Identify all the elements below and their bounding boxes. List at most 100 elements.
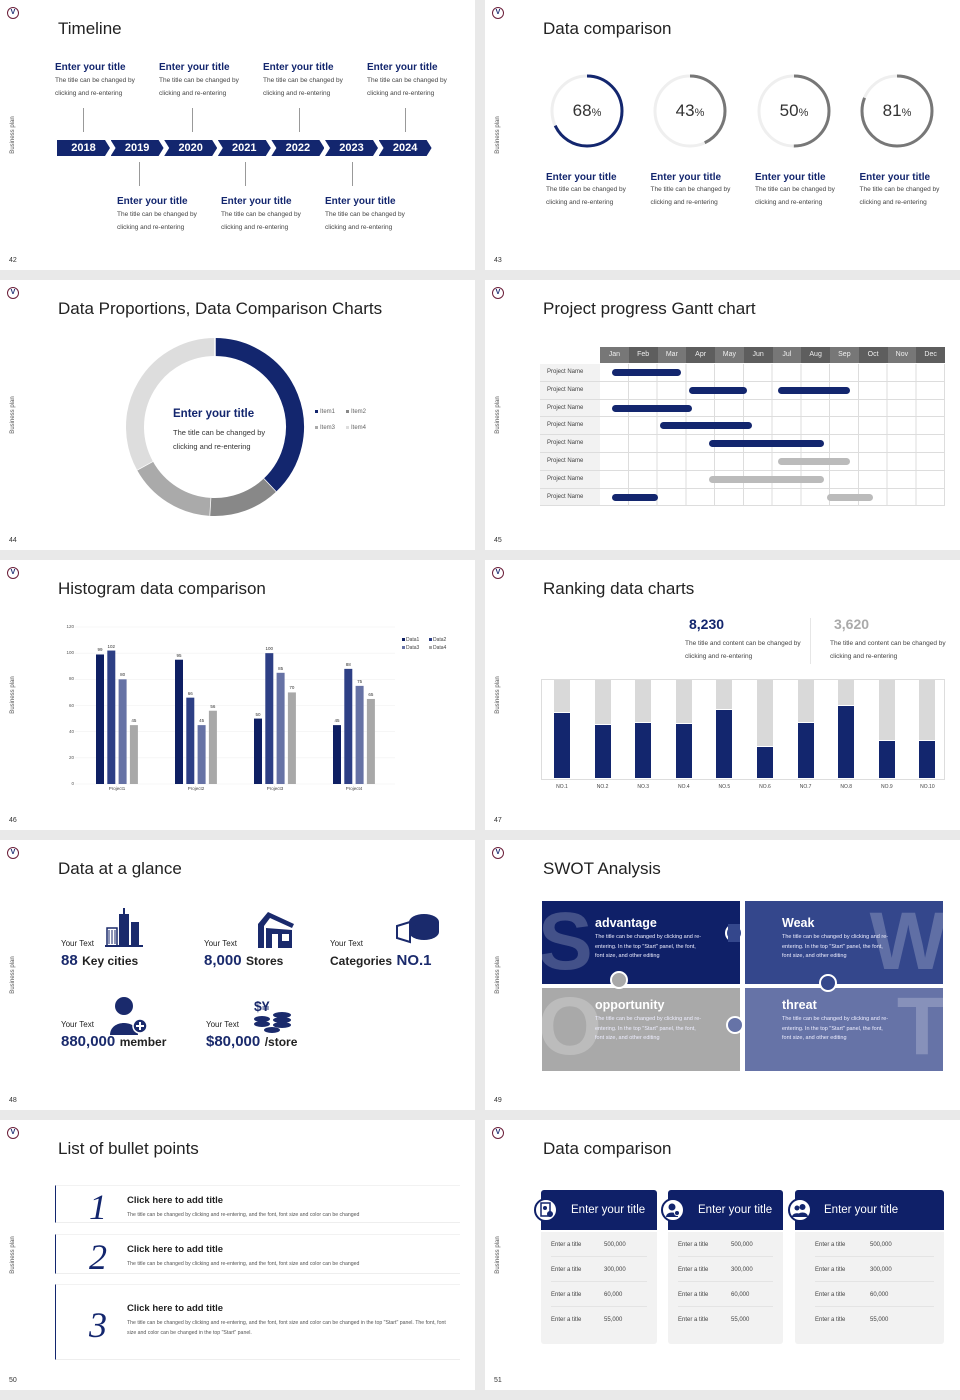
slide-timeline[interactable]: V Timeline Business plan 42 2018 2019 2020 2021…	[0, 0, 475, 270]
item-desc: The title can be changed by clicking and…	[755, 186, 835, 206]
legend-swatch	[315, 409, 318, 413]
slide-donut-chart[interactable]: V Data Proportions, Data Comparison Chart…	[0, 280, 475, 550]
data-label: 56	[210, 703, 216, 709]
gantt-row-label: Project Name	[540, 417, 600, 436]
data-label: 85	[278, 665, 284, 671]
row-value: 55,000	[870, 1317, 889, 1323]
gantt-bar[interactable]	[611, 404, 692, 412]
row-label: Enter a title	[551, 1317, 582, 1323]
bullet-number: 1	[89, 1187, 107, 1227]
legend-item: Data4	[429, 645, 446, 651]
timeline-year: 2018	[57, 140, 110, 156]
gantt-row-label: Project Name	[540, 381, 600, 400]
swot-quadrant-weak[interactable]: W Weak The title can be changed by clickin…	[745, 901, 943, 984]
ring-caption: Enter your title The title can be changed…	[546, 172, 638, 209]
rank-bar-fill	[878, 739, 895, 778]
glance-unit: member	[119, 1035, 167, 1049]
percent-number: 43	[675, 101, 695, 120]
logo-icon: V	[492, 847, 504, 859]
gantt-header-spacer	[540, 347, 600, 363]
item-title: Enter your title	[859, 172, 931, 183]
legend-swatch	[429, 646, 432, 649]
page-number: 46	[9, 817, 17, 824]
percent-unit: %	[591, 107, 602, 119]
side-label: Business plan	[495, 1236, 501, 1274]
glance-value: 88 Key cities	[61, 952, 138, 970]
item-desc: The title can be changed by clicking and…	[546, 186, 626, 206]
legend-swatch	[346, 425, 349, 429]
card-body: Enter a title 500,000 Enter a title 300,000…	[795, 1232, 944, 1344]
slide-bullet-list[interactable]: V List of bullet points Business plan 50 1 Cl…	[0, 1120, 475, 1390]
side-label: Business plan	[495, 956, 501, 994]
bullet-desc: The title can be changed by clicking and…	[127, 1212, 360, 1218]
item-title: Enter your title	[650, 172, 722, 183]
gantt-bar[interactable]	[611, 493, 658, 501]
bullet-item[interactable]: 2 Click here to add title The title can be…	[55, 1234, 460, 1277]
swot-desc: The title can be changed by clicking and…	[782, 934, 889, 959]
slide-histogram[interactable]: V Histogram data comparison Business plan 4…	[0, 560, 475, 830]
ring-progress	[860, 74, 934, 148]
slide-gantt-chart[interactable]: V Project progress Gantt chart Business pl…	[485, 280, 960, 550]
glance-unit: Key cities	[82, 954, 139, 968]
slide-data-comparison-rings[interactable]: V Data comparison Business plan 43 68% Enter …	[485, 0, 960, 270]
glance-number: 8,000	[204, 952, 242, 969]
swot-letter: O	[542, 988, 602, 1071]
rank-label: NO.9	[880, 784, 893, 790]
rings-svg	[550, 74, 934, 148]
data-label: 45	[334, 718, 340, 724]
gantt-bar[interactable]	[709, 440, 825, 448]
gantt-bar[interactable]	[689, 386, 747, 394]
gantt-bar[interactable]	[827, 493, 874, 501]
slide-data-comparison-cards[interactable]: V Data comparison Business plan 51 Enter you…	[485, 1120, 960, 1390]
bullet-item[interactable]: 1 Click here to add title The title can be…	[55, 1185, 460, 1227]
data-label: 99	[97, 647, 103, 653]
swot-desc: The title can be changed by clicking and…	[595, 934, 702, 959]
legend-swatch	[315, 425, 318, 429]
gantt-bar[interactable]	[778, 458, 851, 465]
timeline-item-top: Enter your title The title can be changed…	[55, 62, 147, 100]
puzzle-knob	[728, 924, 740, 942]
rank-bar-fill	[675, 723, 692, 778]
glance-label: Your Text	[330, 939, 363, 948]
legend-swatch	[402, 638, 405, 641]
gantt-bar[interactable]	[611, 369, 681, 376]
store-icon	[256, 910, 296, 955]
data-label: 95	[176, 652, 182, 658]
connector-line	[299, 108, 300, 132]
connector-line	[352, 162, 353, 186]
donut-slice-item2	[209, 478, 276, 516]
connector-line	[139, 162, 140, 186]
gantt-bar[interactable]	[709, 475, 825, 483]
timeline-year: 2019	[111, 140, 164, 156]
percent-number: 50	[779, 101, 799, 120]
timeline-item-top: Enter your title The title can be changed…	[367, 62, 459, 100]
logo-icon: V	[492, 1127, 504, 1139]
card-header[interactable]: Enter your title	[795, 1190, 944, 1230]
bullet-item[interactable]: 3 Click here to add title The title can be…	[55, 1284, 460, 1360]
glance-value: 8,000 Stores	[204, 952, 283, 970]
slide-title: Project progress Gantt chart	[543, 299, 756, 318]
x-tick-label: Project2	[187, 786, 205, 791]
stat-value: 8,230	[689, 616, 725, 632]
gantt-bar[interactable]	[778, 386, 851, 394]
slide-ranking-chart[interactable]: V Ranking data charts Business plan 47 8,230…	[485, 560, 960, 830]
gantt-bar[interactable]	[660, 422, 753, 430]
glance-value: $80,000 /store	[206, 1033, 297, 1051]
legend-label: Item4	[351, 425, 367, 431]
y-tick-label: 120	[66, 624, 74, 629]
gantt-row	[600, 364, 945, 382]
bar-data4	[129, 725, 138, 784]
glance-label: Your Text	[61, 939, 94, 948]
rank-label: NO.8	[840, 784, 853, 790]
slide-title: SWOT Analysis	[543, 859, 661, 878]
bullet-number: 3	[89, 1305, 107, 1345]
card-header[interactable]: Enter your title	[668, 1190, 783, 1230]
card-header[interactable]: Enter your title	[541, 1190, 657, 1230]
slide-data-at-a-glance[interactable]: V Data at a glance Business plan 48 Your Tex…	[0, 840, 475, 1110]
row-value: 300,000	[731, 1267, 753, 1273]
card-row: Enter a title 60,000	[678, 1282, 773, 1307]
